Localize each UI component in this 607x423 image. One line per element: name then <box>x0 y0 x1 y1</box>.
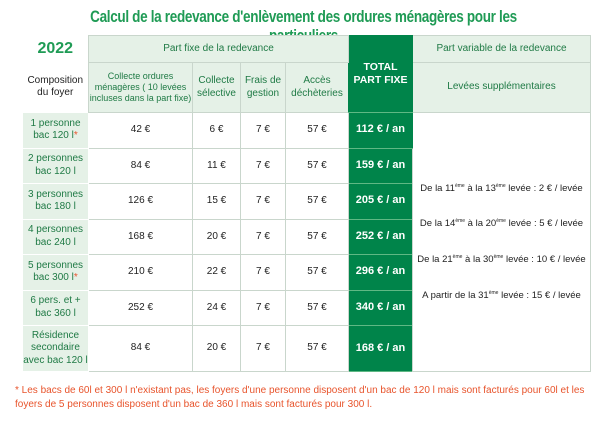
cell-om: 168 € <box>88 218 193 255</box>
cell-om: 84 € <box>88 325 193 372</box>
cell-sel: 22 € <box>192 254 241 291</box>
cell-sel: 15 € <box>192 183 241 220</box>
cell-sel: 24 € <box>192 289 241 326</box>
year: 2022 <box>37 40 74 57</box>
cell-total: 340 € / an <box>348 289 413 326</box>
cell-acces: 57 € <box>285 147 349 184</box>
cell-sel: 20 € <box>192 325 241 372</box>
footnote: * Les bacs de 60l et 300 l n'existant pa… <box>15 385 585 410</box>
cell-sel: 6 € <box>192 112 241 149</box>
table-row: 2 personnes bac 120 l 84 €11 €7 €57 €159 … <box>22 147 591 184</box>
collecte-om-header: Collecte ordures ménagères ( 10 levées i… <box>88 62 193 113</box>
cell-acces: 57 € <box>285 183 349 220</box>
cell-frais: 7 € <box>240 254 286 291</box>
row-label: 6 pers. et + bac 360 l <box>22 289 89 326</box>
cell-frais: 7 € <box>240 325 286 372</box>
cell-om: 126 € <box>88 183 193 220</box>
cell-total: 112 € / an <box>348 112 413 149</box>
cell-acces: 57 € <box>285 254 349 291</box>
cell-total: 296 € / an <box>348 254 413 291</box>
cell-frais: 7 € <box>240 183 286 220</box>
levee-tier: A partir de la 31ème levée : 15 € / levé… <box>422 289 581 301</box>
cell-acces: 57 € <box>285 289 349 326</box>
levee-tier: De la 14ème à la 20ème levée : 5 € / lev… <box>419 218 584 230</box>
levees-header: Levées supplémentaires <box>412 62 591 113</box>
cell-acces: 57 € <box>285 325 349 372</box>
table-row: Résidence secondaire avec bac 120 l 84 €2… <box>22 325 591 372</box>
collecte-selective-header: Collecte sélective <box>192 62 241 113</box>
cell-om: 84 € <box>88 147 193 184</box>
total-header: TOTAL PART FIXE <box>348 35 413 113</box>
cell-om: 42 € <box>88 112 193 149</box>
part-fixe-header: Part fixe de la redevance <box>88 35 349 63</box>
row-label: 5 personnes bac 300 l* <box>22 254 89 291</box>
acces-decheteries-header: Accès déchèteries <box>285 62 349 113</box>
cell-om: 252 € <box>88 289 193 326</box>
cell-total: 159 € / an <box>348 147 413 184</box>
row-label: Résidence secondaire avec bac 120 l <box>22 325 89 372</box>
cell-acces: 57 € <box>285 218 349 255</box>
cell-sel: 20 € <box>192 218 241 255</box>
cell-sel: 11 € <box>192 147 241 184</box>
row-label: 2 personnes bac 120 l <box>22 147 89 184</box>
frais-gestion-header: Frais de gestion <box>240 62 286 113</box>
cell-om: 210 € <box>88 254 193 291</box>
cell-total: 252 € / an <box>348 218 413 255</box>
levee-tier: De la 11ème à la 13ème levée : 2 € / lev… <box>420 182 583 195</box>
table-row: 6 pers. et + bac 360 l 252 €24 €7 €57 €34… <box>22 289 591 326</box>
cell-frais: 7 € <box>240 289 286 326</box>
cell-total: 205 € / an <box>348 183 413 220</box>
cell-total: 168 € / an <box>348 325 413 372</box>
composition-header: Composition du foyer <box>27 74 84 99</box>
row-label: 1 personne bac 120 l* <box>22 112 89 149</box>
row-label: 3 personnes bac 180 l <box>22 183 89 220</box>
cell-frais: 7 € <box>240 218 286 255</box>
cell-frais: 7 € <box>240 112 286 149</box>
redevance-table: 2022 Part fixe de la redevance TOTAL PAR… <box>22 35 591 372</box>
table-row: 3 personnes bac 180 l 126 €15 €7 €57 €205… <box>22 183 591 220</box>
cell-acces: 57 € <box>285 112 349 149</box>
table-row: 1 personne bac 120 l* 42 €6 €7 €57 €112 €… <box>22 112 591 372</box>
levee-tier: De la 21ème à la 30ème levée : 10 € / le… <box>417 254 586 266</box>
cell-frais: 7 € <box>240 147 286 184</box>
part-variable-header: Part variable de la redevance <box>412 35 591 63</box>
levees-supplementaires: De la 11ème à la 13ème levée : 2 € / lev… <box>412 112 591 372</box>
row-label: 4 personnes bac 240 l <box>22 218 89 255</box>
